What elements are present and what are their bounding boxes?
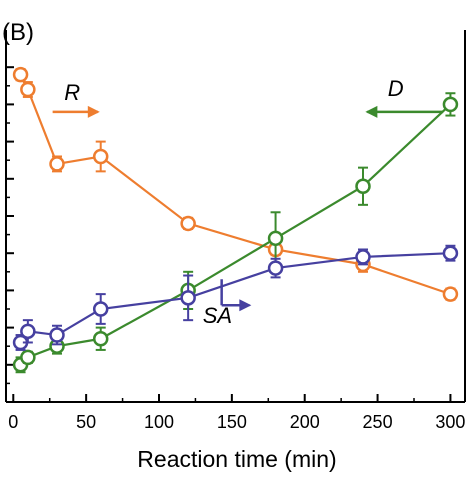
x-tick-label: 150	[217, 412, 247, 432]
data-point-d	[92, 331, 109, 347]
data-point-r	[92, 148, 109, 165]
x-tick-label: 50	[76, 412, 96, 432]
data-point-sa	[92, 301, 109, 317]
data-point-r	[180, 215, 196, 232]
data-point-r	[49, 156, 65, 172]
data-point-d	[442, 96, 459, 113]
axes: 0 50 100 150 200 250 300	[5, 30, 466, 432]
annotations: R D SA	[52, 76, 444, 328]
series-line-r	[19, 74, 451, 296]
data-point-r	[442, 286, 459, 302]
annotation-arrow-head	[239, 299, 252, 312]
series-line-d	[19, 103, 452, 366]
x-tick-label: 0	[8, 412, 18, 432]
plot-area	[12, 66, 459, 374]
x-axis-label: Reaction time (min)	[137, 446, 336, 472]
data-point-sa	[20, 323, 36, 340]
annotation-label-d: D	[388, 76, 404, 101]
data-point-d	[267, 230, 284, 247]
series-sa	[12, 244, 459, 351]
annotation-arrow-head	[365, 105, 378, 118]
annotation-label-r: R	[64, 80, 80, 105]
data-point-sa	[49, 327, 65, 343]
panel-label: (B)	[2, 19, 34, 46]
annotation-arrow-head	[87, 105, 100, 118]
series-r	[12, 66, 459, 302]
x-tick-label: 300	[435, 412, 465, 432]
series-line-sa	[19, 252, 451, 344]
annotation-label-sa: SA	[203, 303, 232, 328]
data-point-sa	[267, 260, 284, 276]
data-point-d	[20, 349, 36, 366]
data-point-sa	[442, 245, 459, 261]
data-point-r	[20, 81, 36, 98]
x-tick-label: 100	[144, 412, 174, 432]
data-point-sa	[355, 249, 371, 265]
data-point-sa	[180, 290, 196, 306]
data-point-r	[12, 66, 29, 83]
x-tick-label: 200	[290, 412, 320, 432]
x-tick-label: 250	[363, 412, 393, 432]
data-point-d	[355, 178, 371, 194]
series-d	[12, 92, 459, 374]
